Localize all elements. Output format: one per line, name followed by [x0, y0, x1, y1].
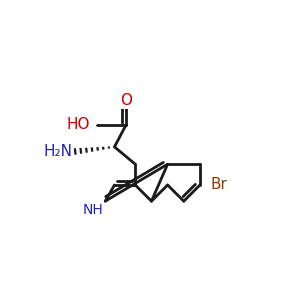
- Text: O: O: [120, 93, 132, 108]
- Text: NH: NH: [82, 203, 103, 218]
- Text: H₂N: H₂N: [44, 144, 73, 159]
- Text: Br: Br: [210, 178, 227, 193]
- Text: HO: HO: [67, 117, 90, 132]
